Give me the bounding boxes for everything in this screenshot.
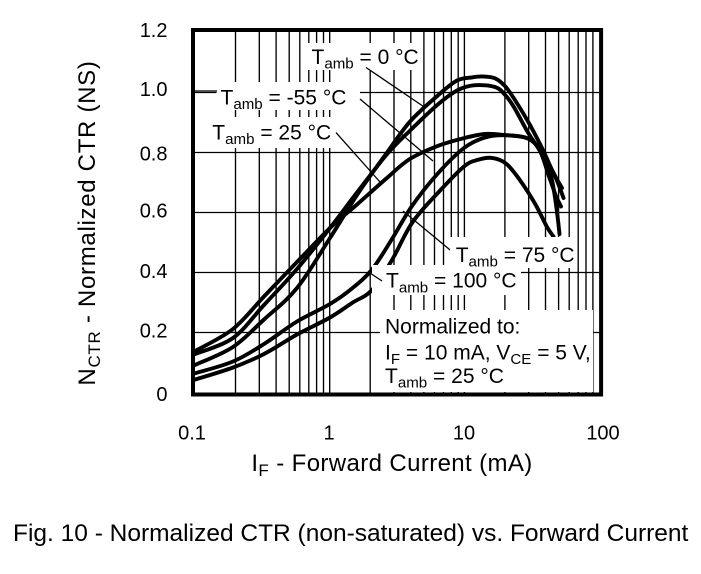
svg-text:1: 1	[323, 423, 334, 445]
svg-text:Tamb = 25 °C: Tamb = 25 °C	[385, 365, 504, 392]
svg-text:NCTR - Normalized CTR (NS): NCTR - Normalized CTR (NS)	[74, 60, 104, 385]
svg-text:100: 100	[586, 423, 619, 445]
svg-text:0.6: 0.6	[140, 201, 168, 223]
svg-text:10: 10	[453, 423, 475, 445]
svg-text:1.0: 1.0	[140, 79, 168, 101]
svg-text:Fig. 10 - Normalized CTR (non-: Fig. 10 - Normalized CTR (non-saturated)…	[13, 520, 689, 547]
svg-text:0.4: 0.4	[140, 261, 168, 283]
svg-text:0.2: 0.2	[140, 321, 168, 343]
svg-text:1.2: 1.2	[140, 20, 168, 42]
svg-text:IF - Forward Current (mA): IF - Forward Current (mA)	[251, 450, 532, 480]
svg-text:0: 0	[156, 384, 167, 406]
svg-text:IF = 10 mA, VCE = 5 V,: IF = 10 mA, VCE = 5 V,	[385, 342, 591, 369]
svg-text:Tamb = -55 °C: Tamb = -55 °C	[221, 87, 347, 114]
svg-text:0.1: 0.1	[178, 423, 206, 445]
svg-text:0.8: 0.8	[140, 144, 168, 166]
svg-text:Normalized to:: Normalized to:	[385, 316, 520, 339]
